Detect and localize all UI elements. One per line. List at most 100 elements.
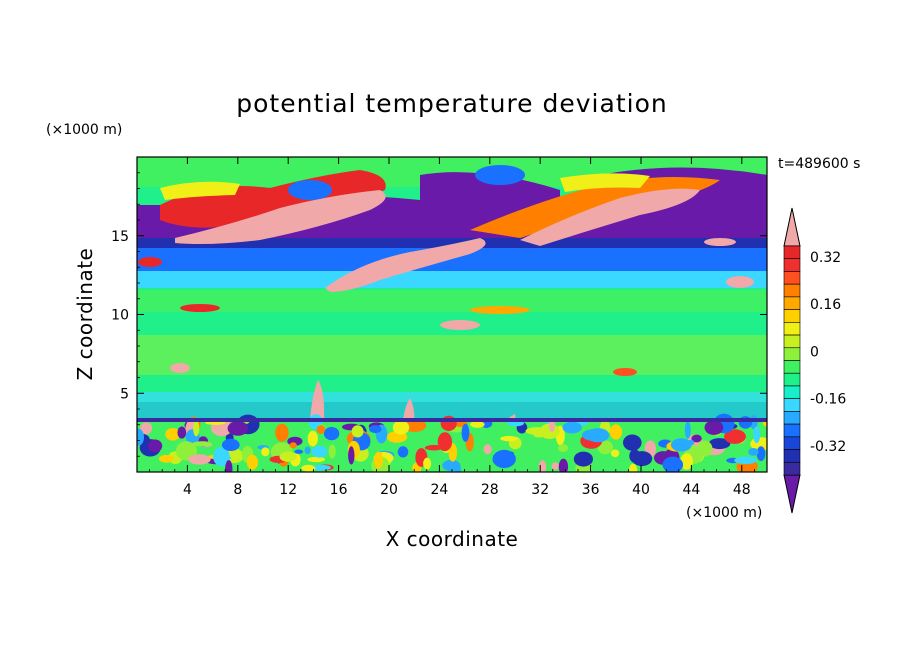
colorbar-box — [783, 360, 801, 374]
turbulence-cell — [137, 428, 144, 446]
turbulence-cell — [610, 449, 620, 458]
warm-streak-1 — [180, 304, 220, 312]
turbulence-cell — [734, 456, 757, 465]
turbulence-cell — [225, 460, 233, 472]
x-tick-label: 8 — [233, 482, 242, 498]
warm-streak-5 — [613, 368, 637, 376]
y-tick-label: 10 — [111, 308, 129, 324]
turbulence-cell — [470, 421, 485, 428]
mid-field-band-1 — [137, 290, 767, 312]
colorbar-box — [783, 334, 801, 349]
x-tick-label: 20 — [380, 482, 398, 498]
y-axis-label: Z coordinate — [73, 248, 97, 381]
turbulence-cell — [246, 454, 258, 470]
turbulence-cell — [140, 422, 153, 435]
turbulence-cell — [177, 426, 187, 439]
turbulence-cell — [461, 423, 470, 442]
turbulence-cell — [704, 420, 724, 435]
mid-field-band-3 — [137, 378, 767, 392]
turbulence-cell — [328, 444, 336, 459]
turbulence-cell — [311, 445, 328, 458]
colorbar-box — [783, 347, 801, 361]
mid-field-band-2 — [137, 335, 767, 375]
turbulence-cell — [724, 429, 746, 444]
yellow-patch-1 — [160, 181, 240, 200]
turbulence-cell — [483, 444, 492, 455]
turbulence-cell — [374, 451, 384, 469]
turbulence-cell — [424, 444, 444, 451]
x-tick-label: 4 — [183, 482, 192, 498]
colorbar-label: 0.16 — [810, 297, 841, 313]
turbulence-cell — [748, 448, 759, 456]
colorbar-box — [783, 461, 801, 476]
mid-field-band-4 — [137, 392, 767, 402]
convective-plume-1 — [310, 380, 325, 420]
warm-streak-2 — [440, 320, 480, 330]
colorbar-label: 0 — [810, 344, 819, 360]
colorbar-box — [783, 296, 801, 310]
pink-plume-mid — [325, 238, 486, 292]
turbulence-cell — [549, 419, 556, 433]
turbulence-cell — [289, 442, 297, 449]
turbulence-cell — [227, 421, 249, 436]
colorbar-box — [783, 385, 801, 399]
boundary-layer-blobs — [137, 413, 767, 472]
warm-streak-8 — [704, 238, 736, 246]
turbulence-cell — [316, 425, 326, 434]
turbulence-cell — [323, 427, 340, 441]
turbulence-cell — [500, 435, 518, 442]
turbulence-cell — [261, 447, 270, 457]
y-tick-label: 5 — [120, 386, 129, 402]
turbulence-cell — [597, 440, 613, 455]
purple-band-right — [420, 172, 560, 210]
y-unit-label: (×1000 m) — [46, 122, 122, 138]
turbulence-cell — [275, 423, 289, 442]
turbulence-cell — [369, 425, 382, 434]
warm-streak-3 — [470, 306, 530, 314]
colorbar-box — [783, 423, 801, 438]
turbulence-cell — [448, 443, 458, 462]
turbulence-cell — [158, 454, 174, 463]
turbulence-cell — [662, 456, 684, 472]
x-tick-label: 40 — [632, 482, 650, 498]
colorbar-extend-min — [783, 474, 801, 514]
colorbar-box — [783, 309, 801, 323]
x-tick-label: 48 — [733, 482, 751, 498]
turbulence-cell — [221, 438, 240, 451]
turbulence-cell — [279, 451, 297, 462]
warm-plume-top-left — [160, 170, 386, 228]
turbulence-cell — [623, 434, 642, 451]
pink-plume-top-left — [175, 190, 386, 244]
turbulence-cell — [551, 462, 560, 470]
y-ticks: 5 10 15 — [111, 172, 767, 457]
x-tick-label: 24 — [430, 482, 448, 498]
colorbar-box — [783, 398, 801, 412]
turbulence-cell — [631, 451, 653, 467]
pink-plume-top-right — [520, 188, 700, 246]
turbulence-cell — [301, 464, 316, 472]
turbulence-cell — [225, 448, 244, 464]
turbulence-cell — [348, 446, 355, 465]
turbulence-cell — [397, 446, 409, 458]
turbulence-cell — [629, 463, 638, 472]
turbulence-cell — [423, 457, 432, 470]
turbulence-cell — [691, 434, 702, 443]
warm-streak-6 — [726, 276, 754, 288]
turbulence-cell — [753, 426, 761, 444]
colorbar-box — [783, 322, 801, 336]
colorbar-label: -0.32 — [810, 439, 846, 455]
yellow-patch-2 — [560, 173, 650, 192]
colorbar-label: 0.32 — [810, 250, 841, 266]
x-unit-label: (×1000 m) — [686, 505, 762, 521]
turbulence-cell — [148, 439, 163, 453]
turbulence-cell — [307, 456, 326, 463]
turbulence-cell — [192, 441, 212, 447]
y-tick-label: 15 — [111, 229, 129, 245]
turbulence-cell — [188, 454, 211, 465]
x-tick-label: 32 — [531, 482, 549, 498]
colorbar-label: -0.16 — [810, 392, 846, 408]
warm-streak-7 — [138, 257, 162, 267]
turbulence-cell — [193, 420, 200, 437]
x-tick-label: 36 — [582, 482, 600, 498]
